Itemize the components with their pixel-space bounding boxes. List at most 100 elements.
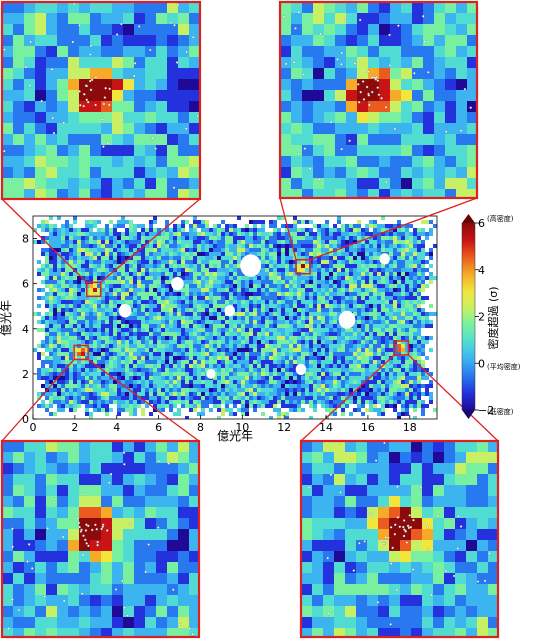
density-cell: [181, 304, 185, 308]
mask-hole: [171, 276, 184, 291]
density-cell: [273, 388, 277, 392]
density-cell: [297, 232, 301, 236]
density-cell: [181, 224, 185, 228]
density-cell: [309, 220, 313, 224]
density-cell: [337, 308, 341, 312]
density-cell: [85, 276, 89, 280]
density-cell: [237, 340, 241, 344]
density-cell: [105, 284, 109, 288]
inset-cell: [2, 134, 14, 146]
density-cell: [325, 340, 329, 344]
density-cell: [301, 228, 305, 232]
density-cell: [121, 268, 125, 272]
density-cell: [221, 220, 225, 224]
density-cell: [157, 272, 161, 276]
density-cell: [401, 316, 405, 320]
density-cell: [257, 332, 261, 336]
density-cell: [57, 328, 61, 332]
density-cell: [329, 380, 333, 384]
density-cell: [317, 372, 321, 376]
mask-hole: [118, 303, 132, 318]
density-cell: [385, 388, 389, 392]
density-cell: [77, 388, 81, 392]
density-cell: [317, 260, 321, 264]
density-cell: [161, 284, 165, 288]
density-cell: [401, 396, 405, 400]
density-cell: [221, 376, 225, 380]
density-cell: [149, 368, 153, 372]
density-cell: [133, 276, 137, 280]
density-cell: [365, 240, 369, 244]
density-cell: [321, 316, 325, 320]
density-cell: [421, 300, 425, 304]
density-cell: [221, 264, 225, 268]
density-cell: [393, 396, 397, 400]
density-cell: [141, 284, 145, 288]
density-cell: [221, 308, 225, 312]
density-cell: [333, 224, 337, 228]
density-cell: [265, 368, 269, 372]
density-cell: [137, 384, 141, 388]
density-cell: [229, 328, 233, 332]
density-cell: [325, 248, 329, 252]
density-cell: [377, 296, 381, 300]
density-cell: [269, 348, 273, 352]
density-cell: [57, 332, 61, 336]
density-cell: [153, 232, 157, 236]
density-cell: [73, 368, 77, 372]
density-cell: [173, 236, 177, 240]
density-cell: [305, 228, 309, 232]
density-cell: [309, 308, 313, 312]
density-cell: [125, 268, 129, 272]
density-cell: [53, 396, 57, 400]
density-cell: [309, 344, 313, 348]
density-cell: [57, 312, 61, 316]
density-cell: [209, 304, 213, 308]
density-cell: [65, 392, 69, 396]
inset-cell: [101, 101, 113, 113]
density-cell: [69, 256, 73, 260]
density-cell: [357, 404, 361, 408]
density-cell: [93, 248, 97, 252]
density-cell: [113, 356, 117, 360]
density-cell: [405, 396, 409, 400]
density-cell: [381, 408, 385, 412]
density-cell: [329, 316, 333, 320]
zoom-insets: [0, 0, 500, 639]
density-cell: [109, 316, 113, 320]
density-cell: [69, 304, 73, 308]
density-cell: [281, 308, 285, 312]
density-cell: [277, 276, 281, 280]
density-cell: [261, 396, 265, 400]
density-cell: [105, 336, 109, 340]
density-cell: [353, 312, 357, 316]
density-cell: [177, 292, 181, 296]
inset-cell: [145, 112, 157, 124]
density-cell: [297, 264, 301, 268]
density-cell: [241, 380, 245, 384]
density-cell: [217, 352, 221, 356]
density-cell: [305, 372, 309, 376]
density-cell: [161, 404, 165, 408]
density-cell: [417, 248, 421, 252]
density-cell: [253, 228, 257, 232]
density-cell: [205, 396, 209, 400]
density-cell: [341, 328, 345, 332]
density-cell: [293, 244, 297, 248]
density-cell: [121, 284, 125, 288]
density-cell: [129, 232, 133, 236]
density-cell: [77, 292, 81, 296]
density-cell: [413, 264, 417, 268]
density-cell: [301, 304, 305, 308]
density-cell: [345, 300, 349, 304]
density-cell: [129, 220, 133, 224]
density-cell: [117, 236, 121, 240]
density-cell: [365, 340, 369, 344]
density-cell: [409, 316, 413, 320]
density-cell: [117, 348, 121, 352]
density-cell: [409, 340, 413, 344]
density-cell: [257, 312, 261, 316]
density-cell: [397, 308, 401, 312]
density-cell: [249, 384, 253, 388]
density-cell: [245, 348, 249, 352]
